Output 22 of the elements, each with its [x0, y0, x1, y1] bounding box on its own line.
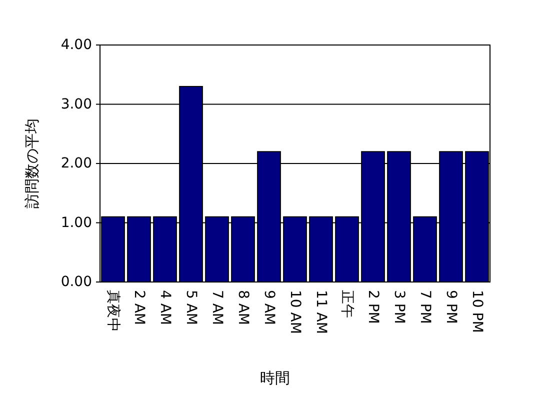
x-tick-label: 正午 [339, 290, 355, 318]
y-tick-label: 4.00 [60, 37, 92, 53]
x-tick-label: 11 AM [313, 290, 329, 334]
y-tick-label: 3.00 [60, 96, 92, 112]
x-tick-label: 2 AM [131, 290, 147, 326]
x-tick-label: 真夜中 [105, 290, 121, 332]
x-tick-label: 9 AM [261, 290, 277, 326]
y-tick-label: 0.00 [60, 274, 92, 290]
x-tick-label: 2 PM [365, 290, 381, 324]
x-tick-label: 9 PM [443, 290, 459, 324]
y-axis-title: 訪問数の平均 [23, 118, 41, 208]
y-tick-label: 1.00 [60, 214, 92, 231]
x-tick-label: 7 PM [417, 290, 433, 324]
x-tick-label: 7 AM [209, 290, 225, 326]
x-tick-label: 3 PM [391, 290, 407, 324]
x-tick-label: 5 AM [183, 290, 199, 326]
x-tick-label: 10 AM [287, 290, 303, 334]
x-tick-label: 8 AM [235, 290, 251, 326]
x-tick-label: 4 AM [157, 290, 173, 326]
y-tick-label: 2.00 [60, 156, 92, 172]
x-tick-label: 10 PM [469, 290, 485, 333]
x-axis-title: 時間 [260, 369, 290, 387]
